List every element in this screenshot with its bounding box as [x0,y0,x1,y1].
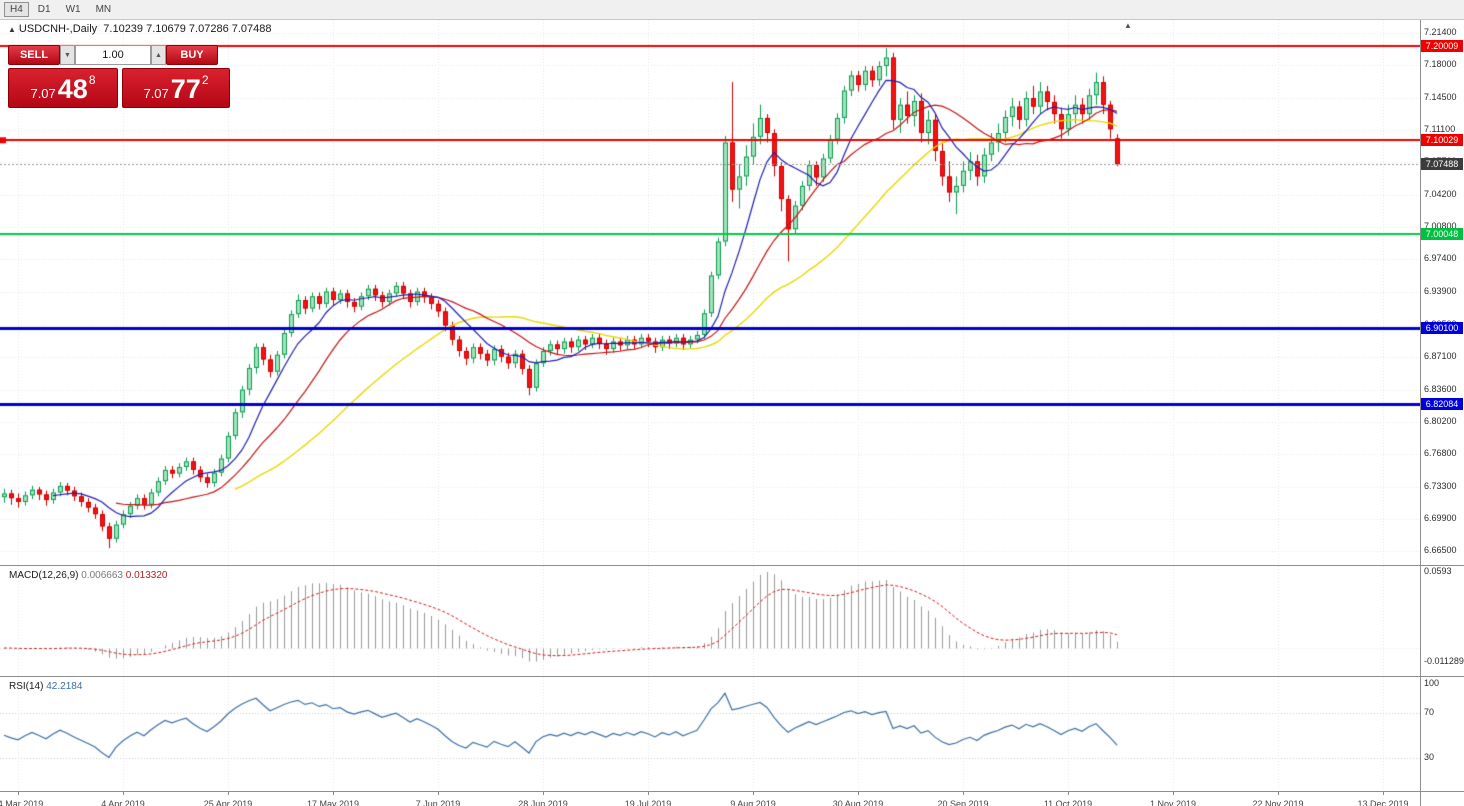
time-axis-label: 28 Jun 2019 [518,799,568,806]
time-axis-label: 9 Aug 2019 [730,799,776,806]
symbol-name: USDCNH-,Daily [18,23,98,35]
price-scale-tick: 6.87100 [1424,350,1457,361]
timeframe-button-d1[interactable]: D1 [37,4,51,15]
time-axis-tick [438,792,439,795]
symbol-ohlc-header: ▲ USDCNH-,Daily 7.10239 7.10679 7.07286 7… [8,23,272,35]
price-scale-tick: 7.00800 [1424,221,1457,232]
price-scale-tick: 7.11100 [1424,124,1456,135]
time-axis-tick [228,792,229,795]
time-axis-label: 22 Nov 2019 [1252,799,1304,806]
rsi-axis-label: 30 [1424,751,1435,762]
macd-pane-divider[interactable] [0,565,1464,566]
time-axis-tick [333,792,334,795]
macd-indicator-canvas[interactable] [0,566,1420,676]
price-scale-tick: 6.69900 [1424,512,1457,523]
volume-increase-button[interactable]: ▲ [151,45,166,65]
volume-decrease-button[interactable]: ▼ [60,45,75,65]
ask-price-tile[interactable]: 7.07 77 2 [122,68,230,108]
price-badge-blue: 6.90100 [1421,322,1463,335]
price-scale-separator [1420,20,1421,806]
time-axis-label: 20 Sep 2019 [937,799,989,806]
time-axis-tick [648,792,649,795]
rsi-pane-divider[interactable] [0,676,1464,677]
time-axis-tick [1278,792,1279,795]
macd-name: MACD(12,26,9) [9,570,79,581]
timeframe-button-h4[interactable]: H4 [4,2,29,17]
price-scale-tick: 7.04200 [1424,189,1457,200]
price-scale-tick: 6.76800 [1424,447,1457,458]
time-axis-label: 7 Jun 2019 [415,799,461,806]
price-scale-tick: 6.97400 [1424,253,1457,264]
price-scale-tick: 6.80200 [1424,415,1457,426]
time-axis-label: 4 Apr 2019 [101,799,145,806]
time-axis-tick [858,792,859,795]
macd-indicator-label: MACD(12,26,9) 0.006663 0.013320 [9,570,167,581]
time-axis-label: 1 Nov 2019 [1149,799,1197,806]
time-axis-tick [1383,792,1384,795]
rsi-indicator-label: RSI(14) 42.2184 [9,681,82,692]
time-axis-tick [753,792,754,795]
time-axis-label: 30 Aug 2019 [832,799,884,806]
macd-signal-value: 0.013320 [125,570,168,581]
time-axis-tick [123,792,124,795]
price-badge-current: 7.07488 [1421,158,1463,171]
chart-region: ▲ USDCNH-,Daily 7.10239 7.10679 7.07286 7… [0,20,1464,806]
timeframe-toolbar: H4 D1 W1 MN [0,0,1464,20]
bid-price-prefix: 7.07 [30,86,56,101]
bid-price-sup: 8 [88,73,96,87]
macd-axis-label: 0.0593 [1424,566,1452,576]
volume-input[interactable]: 1.00 [75,45,151,65]
price-scale-tick: 6.83600 [1424,383,1457,394]
symbol-icon: ▲ [8,25,16,34]
price-scale-tick: 7.21400 [1424,27,1457,37]
bid-price-big: 48 [57,74,88,104]
time-axis[interactable]: 14 Mar 2019 4 Apr 2019 25 Apr 2019 17 May 2… [0,792,1420,806]
time-axis-label: 25 Apr 2019 [203,799,253,806]
time-axis-label: 11 Oct 2019 [1043,799,1093,806]
time-axis-tick [1173,792,1174,795]
bid-ask-row: 7.07 48 8 7.07 77 2 [8,68,230,108]
trade-controls-row: SELL ▼ 1.00 ▲ BUY [8,45,230,65]
price-scale-tick: 6.93900 [1424,286,1457,297]
price-badge-green: 7.00048 [1421,228,1463,241]
time-axis-label: 14 Mar 2019 [0,799,44,806]
one-click-trading-panel: SELL ▼ 1.00 ▲ BUY 7.07 48 8 7.07 77 2 [8,45,230,108]
price-badge-blue: 6.82084 [1421,397,1463,410]
time-axis-divider [0,791,1464,792]
ohlc-values: 7.10239 7.10679 7.07286 7.07488 [103,23,272,35]
chart-shift-marker-icon: ▲ [1124,21,1132,30]
time-axis-label: 17 May 2019 [306,799,360,806]
main-price-chart-canvas[interactable] [0,20,1420,565]
price-badge-red: 7.20009 [1421,40,1463,53]
ask-price-prefix: 7.07 [143,86,169,101]
ask-price-big: 77 [170,74,201,104]
price-scale-tick: 6.66500 [1424,545,1457,555]
rsi-value: 42.2184 [46,681,83,692]
time-axis-label: 19 Jul 2019 [624,799,672,806]
timeframe-button-mn[interactable]: MN [95,4,112,15]
rsi-indicator-canvas[interactable] [0,677,1420,791]
rsi-axis-label: 100 [1424,678,1440,688]
ask-price-sup: 2 [201,73,209,87]
time-axis-tick [18,792,19,795]
macd-main-value: 0.006663 [81,570,123,581]
timeframe-button-w1[interactable]: W1 [65,4,81,15]
rsi-name: RSI(14) [9,681,44,692]
time-axis-tick [963,792,964,795]
sell-button[interactable]: SELL [8,45,60,65]
time-axis-tick [1068,792,1069,795]
time-axis-label: 13 Dec 2019 [1357,799,1409,806]
price-scale-tick: 7.18000 [1424,59,1457,70]
price-scale-tick: 7.14500 [1424,92,1457,103]
bid-price-tile[interactable]: 7.07 48 8 [8,68,118,108]
buy-button[interactable]: BUY [166,45,218,65]
price-badge-red: 7.10029 [1421,134,1463,147]
macd-axis-label: -0.011289 [1424,656,1464,667]
rsi-axis-label: 70 [1424,706,1435,717]
price-scale-tick: 6.73300 [1424,480,1457,491]
time-axis-tick [543,792,544,795]
